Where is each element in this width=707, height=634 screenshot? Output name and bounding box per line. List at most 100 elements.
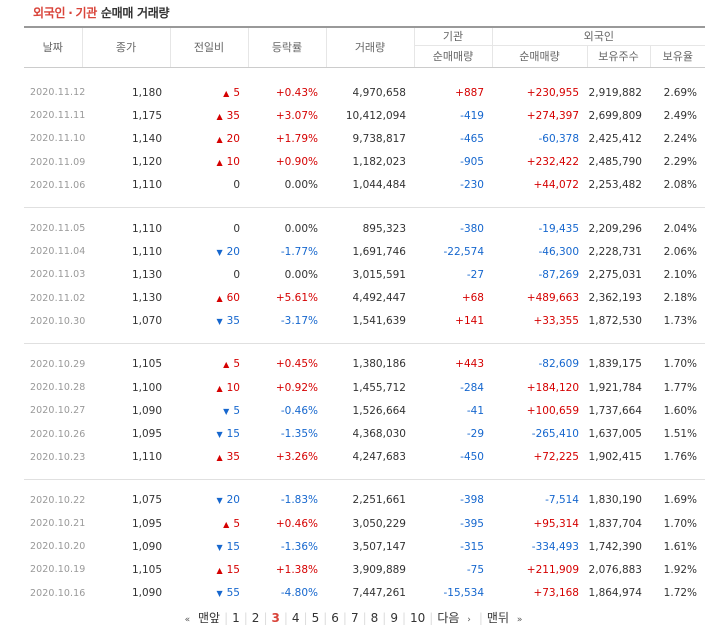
cell-date: 2020.10.16 [30,587,86,599]
cell-foreign-ratio: 1.70% [663,517,698,530]
cell-foreign-holdings: 2,275,031 [588,268,642,281]
title-separator: · [68,6,73,20]
cell-foreign-ratio: 2.04% [663,222,698,235]
cell-change: ▼ 35 [170,310,248,333]
pager-divider: | [283,611,288,625]
cell-date: 2020.10.22 [30,494,86,506]
cell-foreign-ratio: 2.29% [663,156,698,169]
cell-foreign-net: +274,397 [526,109,579,122]
cell-institution-net: -27 [466,268,484,281]
page-4-link[interactable]: 4 [291,611,300,625]
cell-date: 2020.11.12 [30,87,86,99]
double-right-arrow-icon: » [516,615,523,625]
title-rest: 순매매 거래량 [100,6,170,20]
header-row-top: 날짜 종가 전일비 등락률 거래량 기관 외국인 [24,27,706,68]
cell-foreign-ratio: 1.77% [663,381,698,394]
cell-foreign-net: +230,955 [526,86,579,99]
cell-foreign-holdings: 2,209,296 [588,222,642,235]
group-divider [24,207,706,217]
pager-divider: | [323,611,328,625]
change-value: 5 [233,86,240,99]
page-1-link[interactable]: 1 [232,611,240,625]
cell-close: 1,140 [131,132,162,145]
last-page-button[interactable]: 맨뒤 » [483,609,530,626]
cell-foreign-holdings: 1,864,974 [588,587,642,600]
page-6-link[interactable]: 6 [331,611,339,625]
cell-date: 2020.10.27 [30,405,86,417]
cell-rate: +5.61% [275,292,318,305]
change-value: 35 [226,451,240,464]
cell-foreign-net: -46,300 [538,245,579,258]
page-7-link[interactable]: 7 [350,611,359,625]
table-row: 2020.10.20 1,090 ▼ 15 -1.36% 3,507,147 -315 -33… [24,535,705,558]
cell-date: 2020.10.30 [30,315,86,327]
page-10-link[interactable]: 10 [410,611,426,625]
cell-rate: +0.43% [275,86,318,99]
cell-foreign-holdings: 2,253,482 [588,179,642,192]
table-row: 2020.11.06 1,110 0 0.00% 1,044,484 -230 +44,07… [24,174,705,197]
pager-divider: | [362,611,367,625]
up-arrow-icon: ▲ [216,565,223,575]
pager-divider: | [303,611,308,625]
pager-divider: | [429,611,434,625]
cell-foreign-net: -87,269 [538,268,579,281]
cell-foreign-holdings: 2,425,412 [588,132,642,145]
next-button[interactable]: 다음 › [433,609,479,626]
page-9-link[interactable]: 9 [390,611,398,625]
cell-foreign-net: +100,659 [526,404,579,417]
cell-change: ▲ 35 [170,104,248,127]
cell-volume: 1,541,639 [352,315,406,328]
cell-foreign-ratio: 2.06% [663,245,698,258]
cell-date: 2020.10.23 [30,451,86,463]
cell-foreign-holdings: 2,485,790 [588,156,642,169]
cell-foreign-ratio: 1.51% [663,428,698,441]
cell-foreign-ratio: 2.18% [663,292,698,305]
cell-change: ▲ 15 [170,558,248,581]
cell-change: ▲ 35 [170,446,248,469]
table-row: 2020.11.10 1,140 ▲ 20 +1.79% 9,738,817 -465 -60… [24,127,705,150]
cell-foreign-net: -19,435 [538,222,579,235]
cell-institution-net: +443 [455,358,484,371]
change-value: 55 [226,587,240,600]
cell-close: 1,070 [131,315,162,328]
cell-institution-net: +887 [455,86,484,99]
page-title: 외국인 · 기관 순매매 거래량 [33,4,170,21]
page-5-link[interactable]: 5 [311,611,320,625]
cell-foreign-holdings: 2,919,882 [588,86,642,99]
page-2-link[interactable]: 2 [251,611,260,625]
cell-change: 0 [170,217,248,240]
first-page-button[interactable]: « 맨앞 [177,609,224,626]
cell-change: ▲ 5 [170,353,248,376]
cell-date: 2020.10.19 [30,564,86,576]
page-8-link[interactable]: 8 [370,611,379,625]
header-close: 종가 [81,27,170,68]
cell-foreign-ratio: 1.73% [663,315,698,328]
cell-foreign-holdings: 2,362,193 [588,292,642,305]
cell-foreign-ratio: 1.70% [663,358,698,371]
cell-change: ▼ 20 [170,489,248,512]
up-arrow-icon: ▲ [216,134,223,144]
page-3-link[interactable]: 3 [271,611,280,625]
cell-change: 0 [170,174,248,197]
change-value: 10 [226,381,240,394]
up-arrow-icon: ▲ [216,111,223,121]
cell-volume: 895,323 [362,222,406,235]
cell-institution-net: -380 [460,222,484,235]
pager-divider: | [401,611,407,625]
right-arrow-icon: › [467,615,471,625]
cell-close: 1,120 [131,156,162,169]
cell-close: 1,110 [131,245,162,258]
cell-close: 1,090 [131,404,162,417]
cell-date: 2020.10.21 [30,518,86,530]
cell-volume: 1,526,664 [352,404,406,417]
cell-foreign-ratio: 1.69% [663,494,698,507]
header-foreign-ratio: 보유율 [649,45,706,68]
cell-change: ▲ 20 [170,127,248,150]
cell-rate: -1.77% [280,245,318,258]
header-row-bottom: 순매매량 순매매량 보유주수 보유율 [24,45,706,68]
change-value: 60 [226,292,240,305]
cell-volume: 4,492,447 [352,292,406,305]
pager-divider: | [478,611,483,625]
trading-table: 날짜 종가 전일비 등락률 거래량 기관 외국인 순매매량 순매매량 보유주수 … [24,26,706,605]
cell-institution-net: -315 [460,540,484,553]
